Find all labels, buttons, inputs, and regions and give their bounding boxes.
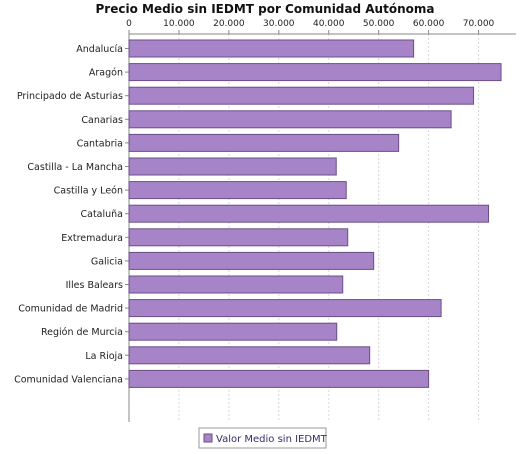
bar [128, 157, 337, 176]
category-label: Comunidad Valenciana [14, 374, 123, 385]
category-label: Castilla - La Mancha [27, 162, 123, 173]
category-label: Castilla y León [54, 186, 123, 197]
x-tick-label: 70.000 [463, 19, 495, 29]
bar [128, 133, 400, 152]
category-label: Aragón [89, 68, 123, 79]
legend: Valor Medio sin IEDMT [198, 427, 328, 449]
category-label: La Rioja [85, 351, 123, 362]
x-tick-label: 30.000 [263, 19, 295, 29]
category-label: Región de Murcia [41, 327, 123, 338]
bar [128, 39, 415, 58]
x-tick-label: 50.000 [363, 19, 395, 29]
bar [128, 86, 475, 105]
category-label: Illes Balears [66, 280, 123, 291]
legend-box [198, 427, 327, 449]
chart-title: Precio Medio sin IEDMT por Comunidad Aut… [96, 2, 435, 16]
bar [128, 63, 502, 82]
bar [128, 110, 452, 129]
category-label: Cantabria [77, 138, 123, 149]
x-tick-label: 0 [126, 19, 132, 29]
category-label: Andalucía [76, 44, 123, 55]
bar [128, 299, 442, 318]
x-tick-label: 40.000 [313, 19, 345, 29]
bar [128, 369, 430, 388]
category-label: Galicia [91, 256, 123, 267]
bar [128, 204, 490, 223]
category-label: Canarias [81, 115, 123, 126]
category-label: Comunidad de Madrid [18, 304, 123, 315]
x-tick-label: 10.000 [163, 19, 195, 29]
bars [128, 39, 502, 388]
bar [128, 322, 338, 341]
bar [128, 181, 347, 200]
bar [128, 275, 344, 294]
x-tick-label: 60.000 [413, 19, 445, 29]
bar [128, 251, 375, 270]
category-label: Principado de Asturias [17, 91, 123, 102]
category-labels: Andalucía Aragón Principado de Asturias Can… [14, 44, 129, 385]
x-tick-label: 20.000 [213, 19, 245, 29]
category-label: Extremadura [61, 233, 123, 244]
bar [128, 228, 349, 247]
category-label: Cataluña [80, 209, 123, 220]
legend-label: Valor Medio sin IEDMT [216, 434, 328, 445]
bar [128, 346, 371, 365]
legend-swatch [203, 433, 213, 443]
